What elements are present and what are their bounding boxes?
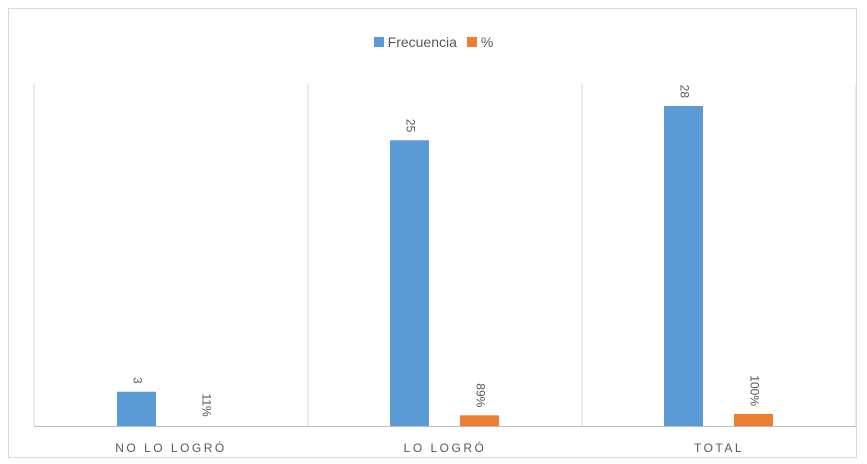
legend: Frecuencia % (0, 34, 867, 50)
data-label-percent: 11% (199, 394, 213, 417)
legend-item-percent: % (466, 34, 494, 50)
bar-frecuencia (664, 106, 703, 426)
legend-label-frecuencia: Frecuencia (387, 34, 457, 50)
legend-label-percent: % (480, 34, 494, 50)
x-tick-label: NO LO LOGRÓ (115, 440, 227, 455)
bar-percent (734, 414, 773, 426)
data-label-frecuencia: 3 (130, 377, 144, 384)
legend-swatch-frecuencia (373, 37, 384, 47)
data-label-frecuencia: 25 (403, 119, 417, 133)
bar-percent (460, 415, 499, 426)
data-label-percent: 89% (473, 383, 487, 407)
legend-swatch-percent (466, 37, 477, 47)
chart-frame (8, 8, 857, 458)
data-label-percent: 100% (747, 375, 761, 406)
data-label-frecuencia: 28 (677, 85, 691, 99)
bar-frecuencia (117, 391, 156, 426)
bar-frecuencia (390, 140, 429, 427)
x-tick-label: LO LOGRÓ (404, 440, 487, 455)
legend-item-frecuencia: Frecuencia (373, 34, 457, 50)
x-tick-label: TOTAL (694, 441, 744, 455)
